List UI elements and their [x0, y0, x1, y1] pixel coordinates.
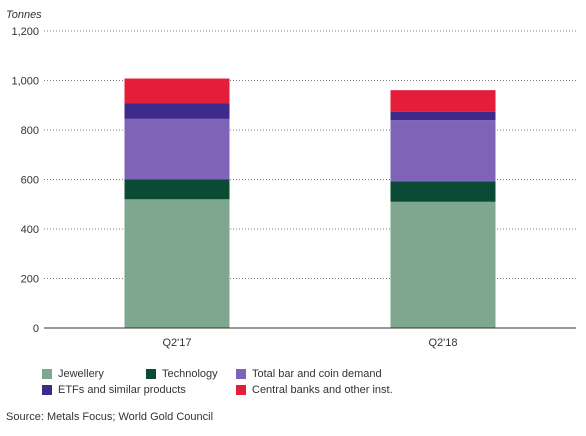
y-tick-label-400: 400 [21, 224, 39, 236]
legend-item-etfs: ETFs and similar products [42, 384, 186, 396]
legend-item-central-banks: Central banks and other inst. [236, 384, 393, 396]
y-tick-label-0: 0 [33, 323, 39, 335]
bar-segment-0-4 [124, 78, 230, 104]
bar-segment-0-2 [124, 118, 230, 180]
bar-segment-1-3 [390, 111, 496, 121]
legend-swatch-jewellery [42, 369, 52, 379]
legend-swatch-etfs [42, 385, 52, 395]
bar-segment-1-2 [390, 120, 496, 182]
legend-item-bar-coin: Total bar and coin demand [236, 368, 382, 380]
legend-swatch-bar-coin [236, 369, 246, 379]
legend-label-etfs: ETFs and similar products [58, 384, 186, 396]
y-axis-label: Tonnes [6, 9, 42, 21]
y-tick-label-800: 800 [21, 125, 39, 137]
y-tick-label-600: 600 [21, 175, 39, 187]
legend-label-technology: Technology [162, 368, 218, 380]
bar-segment-0-0 [124, 199, 230, 328]
bar-segment-1-0 [390, 201, 496, 328]
y-tick-label-200: 200 [21, 274, 39, 286]
y-tick-label-1200: 1,200 [11, 26, 39, 38]
bar-segment-1-4 [390, 90, 496, 112]
legend-label-jewellery: Jewellery [58, 368, 104, 380]
legend-swatch-technology [146, 369, 156, 379]
legend-label-central-banks: Central banks and other inst. [252, 384, 393, 396]
legend-swatch-central-banks [236, 385, 246, 395]
y-tick-label-1000: 1,000 [11, 76, 39, 88]
x-tick-label-0: Q2'17 [162, 337, 191, 349]
bar-segment-0-1 [124, 179, 230, 200]
chart-source: Source: Metals Focus; World Gold Council [6, 411, 214, 423]
x-tick-label-1: Q2'18 [428, 337, 457, 349]
legend-item-technology: Technology [146, 368, 218, 380]
legend-item-jewellery: Jewellery [42, 368, 104, 380]
legend-label-bar-coin: Total bar and coin demand [252, 368, 382, 380]
bar-segment-1-1 [390, 181, 496, 202]
bar-segment-0-3 [124, 103, 230, 119]
